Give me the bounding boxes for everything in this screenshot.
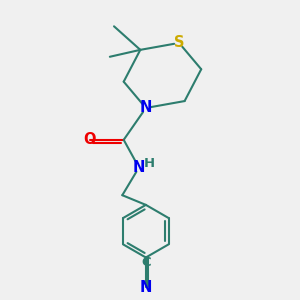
Text: S: S	[174, 35, 185, 50]
Text: N: N	[133, 160, 145, 175]
Text: C: C	[141, 256, 151, 269]
Text: N: N	[140, 280, 152, 296]
Text: H: H	[144, 157, 155, 170]
Text: N: N	[140, 100, 152, 116]
Text: O: O	[84, 132, 96, 147]
